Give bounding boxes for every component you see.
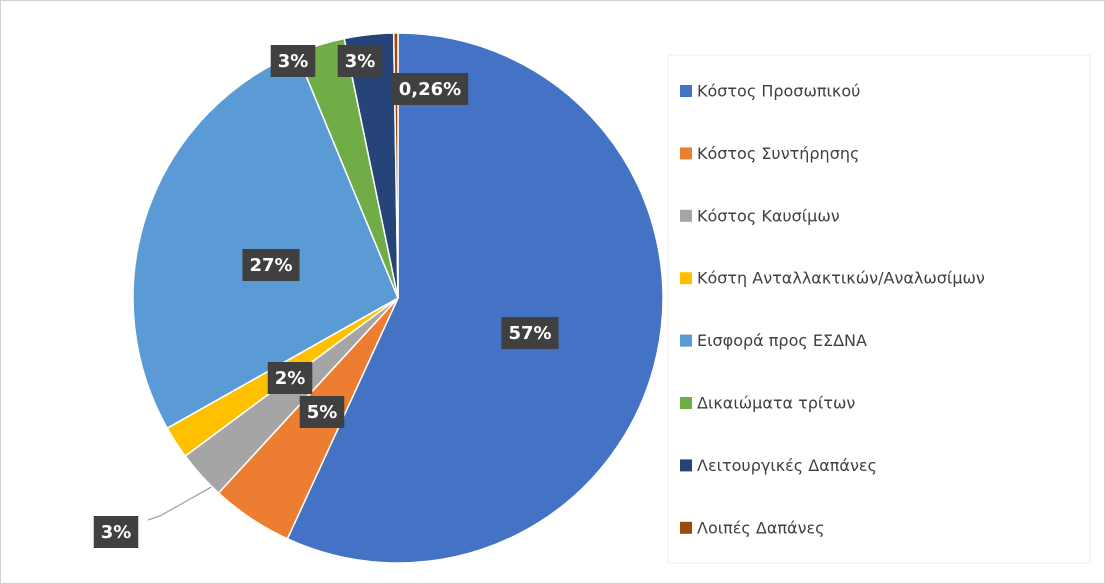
data-label-box: [242, 249, 300, 281]
legend-label: Λειτουργικές Δαπάνες: [697, 456, 877, 475]
legend-box: [667, 54, 1091, 564]
legend-swatch: [680, 334, 692, 347]
legend-label: Λοιπές Δαπάνες: [697, 518, 825, 537]
legend-swatch: [680, 209, 692, 222]
data-label: 3%: [345, 51, 376, 72]
data-label-box: [391, 73, 469, 105]
legend-label: Δικαιώματα τρίτων: [697, 394, 855, 413]
data-label: 3%: [101, 522, 132, 543]
legend-label: Κόστη Ανταλλακτικών/Αναλωσίμων: [697, 269, 985, 288]
legend-swatch: [680, 85, 692, 97]
data-label: 0,26%: [399, 79, 461, 100]
data-label: 3%: [278, 51, 309, 72]
legend-swatch: [680, 147, 692, 160]
data-label-box: [501, 317, 559, 349]
data-label-box: [93, 516, 139, 548]
legend-swatch: [680, 521, 692, 534]
data-label-box: [270, 45, 316, 77]
legend-swatch: [680, 272, 692, 285]
data-label: 27%: [249, 255, 292, 276]
legend-label: Κόστος Συντήρησης: [697, 144, 859, 163]
data-label: 5%: [307, 402, 338, 423]
legend-label: Κόστος Καυσίμων: [697, 206, 840, 225]
legend-swatch: [680, 459, 692, 472]
pie-slice: [286, 32, 664, 564]
legend-swatch: [680, 397, 692, 409]
data-label: 2%: [275, 368, 306, 389]
data-label: 57%: [508, 323, 551, 344]
legend-label: Εισφορά προς ΕΣΔΝΑ: [697, 331, 867, 350]
pie-slice: [132, 52, 399, 430]
data-label-box: [337, 45, 383, 77]
data-label-box: [299, 396, 345, 428]
legend-label: Κόστος Προσωπικού: [697, 82, 860, 101]
data-label-box: [267, 362, 313, 394]
